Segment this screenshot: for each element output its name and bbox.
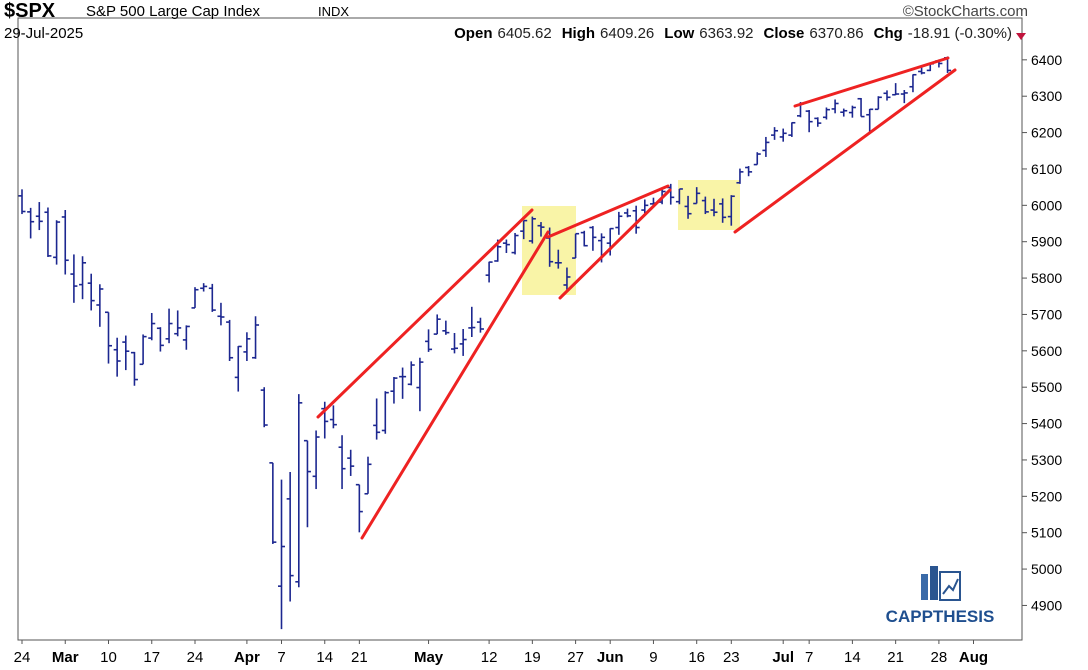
quote-value: 6370.86 (809, 25, 863, 42)
x-tick-label: 27 (567, 649, 584, 666)
x-tick-label: 17 (143, 649, 160, 666)
logo-line (942, 578, 959, 595)
source: ©StockCharts.com (903, 3, 1028, 20)
y-tick-label: 5900 (1031, 234, 1062, 250)
quote-value: 6363.92 (699, 25, 753, 42)
quote-label: Chg (874, 25, 903, 42)
logo: CAPPTHESIS (886, 566, 995, 626)
quote-value: 6409.26 (600, 25, 654, 42)
quote-label: Close (764, 25, 805, 42)
y-tick-label: 5300 (1031, 452, 1062, 468)
x-tick-label: 14 (316, 649, 333, 666)
y-tick-label: 5500 (1031, 379, 1062, 395)
y-tick-label: 5700 (1031, 306, 1062, 322)
watermark: CAPPTHESIS (886, 607, 995, 626)
x-tick-label: 14 (844, 649, 861, 666)
x-tick-label: 16 (688, 649, 705, 666)
trend-line (316, 208, 534, 419)
quote-label: Low (664, 25, 694, 42)
bars (18, 56, 952, 630)
quote-value: -18.91 (-0.30%) (908, 25, 1012, 42)
x-tick-label: Aug (959, 649, 988, 666)
logo-bar (921, 574, 928, 600)
date: 29-Jul-2025 (4, 25, 83, 42)
symbol: $SPX (4, 0, 56, 22)
y-tick-label: 6400 (1031, 52, 1062, 68)
x-tick-label: 7 (277, 649, 285, 666)
trend-line (360, 230, 550, 540)
exchange: INDX (318, 4, 349, 19)
plot-area (17, 17, 1023, 641)
down-arrow (1016, 33, 1026, 40)
quote-value: 6405.62 (497, 25, 551, 42)
x-tick-label: 24 (14, 649, 31, 666)
x-tick-label: 9 (649, 649, 657, 666)
trend-line (558, 188, 672, 300)
y-tick-label: 5800 (1031, 270, 1062, 286)
x-tick-label: 19 (524, 649, 541, 666)
quote-label: High (562, 25, 595, 42)
trend-line (546, 184, 670, 239)
x-tick-label: 10 (100, 649, 117, 666)
quote: Open 6405.62 High 6409.26 Low 6363.92 Close 637… (454, 25, 1012, 42)
x-tick-label: 7 (805, 649, 813, 666)
quote-label: Open (454, 25, 492, 42)
x-tick-label: May (414, 649, 444, 666)
y-tick-label: 5100 (1031, 525, 1062, 541)
logo-bar (930, 566, 938, 600)
y-tick-label: 5000 (1031, 561, 1062, 577)
x-tick-label: 23 (723, 649, 740, 666)
trend-line (793, 56, 950, 108)
trend-line (733, 68, 957, 234)
y-tick-label: 6100 (1031, 161, 1062, 177)
x-tick-label: Jul (772, 649, 794, 666)
y-tick-label: 4900 (1031, 597, 1062, 613)
x-tick-label: 12 (481, 649, 498, 666)
y-tick-label: 6200 (1031, 125, 1062, 141)
x-tick-label: Apr (234, 649, 260, 666)
y-tick-label: 6300 (1031, 88, 1062, 104)
trend-lines (316, 56, 957, 540)
x-tick-label: Jun (597, 649, 624, 666)
y-tick-label: 5600 (1031, 343, 1062, 359)
x-tick-label: 21 (351, 649, 368, 666)
y-tick-label: 6000 (1031, 197, 1062, 213)
x-tick-label: Mar (52, 649, 79, 666)
x-tick-label: 28 (931, 649, 948, 666)
y-tick-label: 5400 (1031, 416, 1062, 432)
x-tick-label: 21 (887, 649, 904, 666)
y-tick-label: 5200 (1031, 488, 1062, 504)
x-tick-label: 24 (187, 649, 204, 666)
logo-frame (939, 571, 961, 601)
index-name: S&P 500 Large Cap Index (86, 3, 261, 20)
